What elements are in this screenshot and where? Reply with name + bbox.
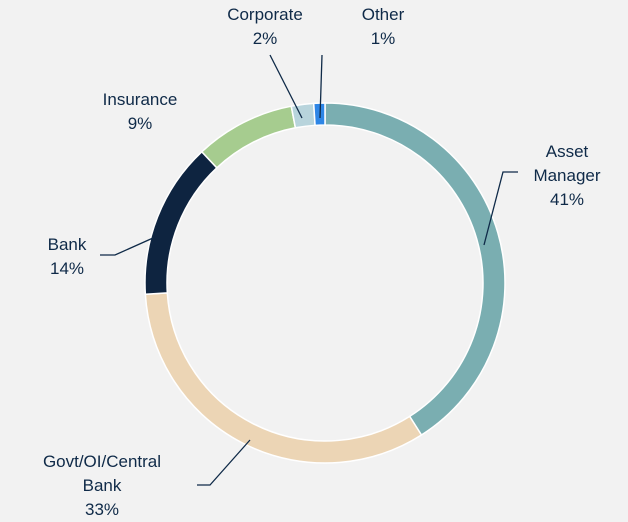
category-name: Other <box>361 5 405 24</box>
leader-line <box>100 237 154 256</box>
donut-segment <box>144 150 218 296</box>
category-name: Asset Manager <box>533 142 601 185</box>
slice-label: Insurance 9% <box>90 88 190 136</box>
donut-segment <box>144 292 423 464</box>
leader-line <box>319 54 323 119</box>
value-label: 9% <box>127 114 153 133</box>
category-name: Insurance <box>102 90 178 109</box>
category-name: Bank <box>47 235 87 254</box>
value-label: 33% <box>84 500 120 519</box>
donut-segment <box>200 105 297 169</box>
donut-segment <box>290 102 316 129</box>
category-name: Corporate <box>227 5 303 24</box>
slice-label: Corporate 2% <box>210 3 320 51</box>
value-label: 41% <box>549 190 585 209</box>
slice-label: Other 1% <box>348 3 418 51</box>
slice-label: Govt/OI/Central Bank 33% <box>22 450 182 522</box>
category-name: Govt/OI/Central Bank <box>42 452 162 495</box>
leader-line <box>197 439 251 486</box>
leader-line <box>269 54 303 119</box>
donut-segment <box>324 102 506 437</box>
value-label: 14% <box>49 259 85 278</box>
donut-segment <box>312 102 326 127</box>
value-label: 1% <box>370 29 396 48</box>
value-label: 2% <box>252 29 278 48</box>
slice-label: Bank 14% <box>27 233 107 281</box>
slice-label: Asset Manager 41% <box>522 140 612 212</box>
leader-line <box>483 171 518 246</box>
